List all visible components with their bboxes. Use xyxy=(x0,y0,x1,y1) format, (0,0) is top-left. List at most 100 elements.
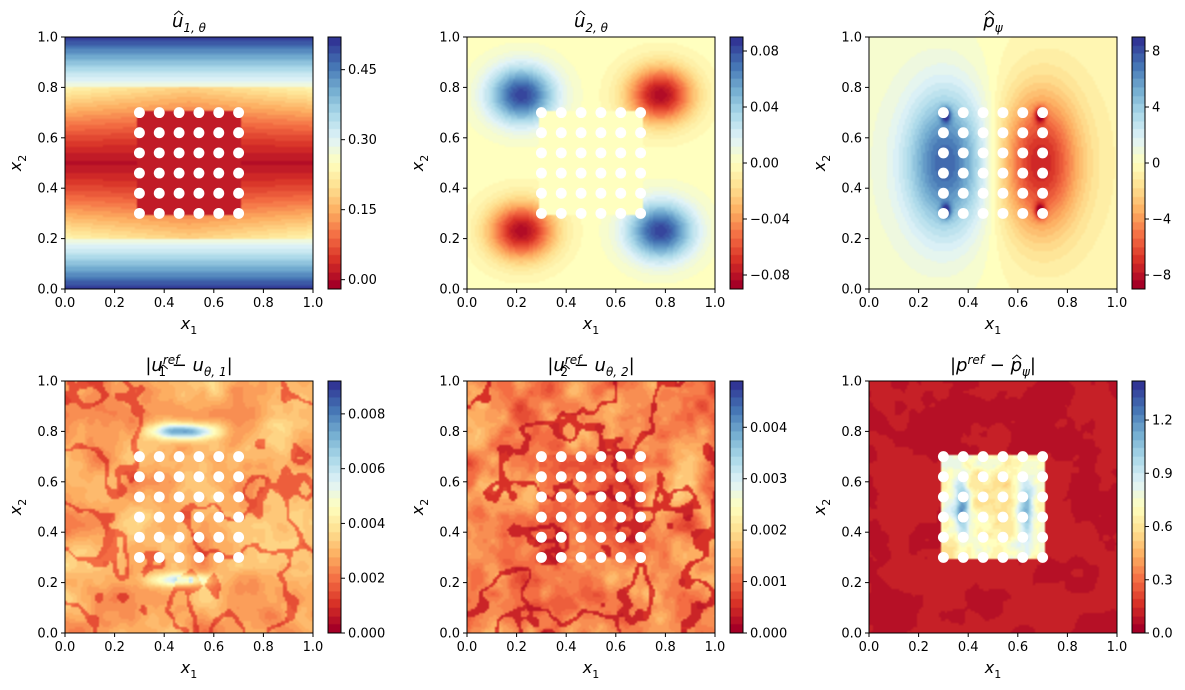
obstacle-hole xyxy=(535,531,547,543)
hat-accent xyxy=(575,10,586,16)
obstacle-hole xyxy=(233,107,245,119)
obstacle-hole xyxy=(173,551,185,563)
obstacle-hole xyxy=(133,147,145,159)
obstacle-hole xyxy=(233,551,245,563)
colorbar xyxy=(730,381,743,633)
obstacle-hole xyxy=(153,147,165,159)
obstacle-hole xyxy=(173,451,185,463)
obstacle-hole xyxy=(1017,127,1029,139)
obstacle-hole xyxy=(595,511,607,523)
y-tick-label: 0.6 xyxy=(841,131,862,146)
obstacle-hole xyxy=(555,107,567,119)
x-tick-label: 0.2 xyxy=(908,296,929,311)
y-tick-label: 0.6 xyxy=(439,131,460,146)
obstacle-hole xyxy=(233,511,245,523)
obstacle-hole xyxy=(997,511,1009,523)
obstacle-hole xyxy=(133,167,145,179)
obstacle-hole xyxy=(615,167,627,179)
y-tick-label: 0.0 xyxy=(37,283,58,298)
plot-frame xyxy=(466,380,716,634)
x-axis-label: x1 xyxy=(180,658,197,681)
obstacle-hole xyxy=(213,207,225,219)
obstacle-hole xyxy=(133,207,145,219)
colorbar-tick-label: 0.0 xyxy=(1152,627,1173,642)
y-tick-label: 0.8 xyxy=(841,81,862,96)
obstacle-hole xyxy=(977,167,989,179)
obstacle-hole xyxy=(937,167,949,179)
obstacle-hole xyxy=(635,167,647,179)
x-axis-label: x1 xyxy=(180,314,197,337)
obstacle-hole xyxy=(615,147,627,159)
x-axis-label: x1 xyxy=(582,658,599,681)
x-tick-label: 0.0 xyxy=(859,296,880,311)
obstacle-hole xyxy=(535,167,547,179)
chart-panel-u2: 0.0 0.2 0.4 0.6 0.8 1.0 0.0 0.2 0.4 0.6 0.8 1.0 x1 x2… xyxy=(408,10,790,337)
obstacle-hole xyxy=(233,127,245,139)
obstacle-hole xyxy=(575,551,587,563)
obstacle-hole xyxy=(1017,107,1029,119)
obstacle-hole xyxy=(193,491,205,503)
obstacle-hole xyxy=(997,167,1009,179)
obstacle-hole xyxy=(535,147,547,159)
x-tick-label: 0.2 xyxy=(908,640,929,655)
y-axis-label: x2 xyxy=(810,499,833,516)
obstacle-hole xyxy=(635,127,647,139)
y-tick-label: 0.0 xyxy=(37,627,58,642)
obstacle-hole xyxy=(535,491,547,503)
panel-title: u2, θ xyxy=(574,11,609,35)
y-tick-label: 0.4 xyxy=(841,526,862,541)
obstacle-hole xyxy=(937,511,949,523)
x-tick-label: 1.0 xyxy=(303,296,324,311)
obstacle-hole xyxy=(153,551,165,563)
obstacle-hole xyxy=(535,511,547,523)
obstacle-hole xyxy=(535,207,547,219)
obstacle-hole xyxy=(575,451,587,463)
y-tick-label: 1.0 xyxy=(439,375,460,390)
y-tick-label: 1.0 xyxy=(841,375,862,390)
obstacle-hole xyxy=(615,491,627,503)
obstacle-hole xyxy=(1017,167,1029,179)
obstacle-hole xyxy=(133,551,145,563)
x-tick-label: 0.2 xyxy=(506,296,527,311)
x-tick-label: 0.6 xyxy=(203,296,224,311)
obstacle-hole xyxy=(977,531,989,543)
x-tick-label: 0.4 xyxy=(154,640,175,655)
obstacle-hole xyxy=(997,551,1009,563)
x-tick-label: 0.6 xyxy=(1007,296,1028,311)
obstacle-hole xyxy=(173,107,185,119)
x-axis-label: x1 xyxy=(582,314,599,337)
x-tick-label: 1.0 xyxy=(1107,296,1128,311)
plot-frame xyxy=(868,380,1118,634)
obstacle-hole xyxy=(193,167,205,179)
obstacle-hole xyxy=(575,167,587,179)
obstacle-holes xyxy=(133,107,245,219)
obstacle-hole xyxy=(1037,491,1049,503)
y-axis-label: x2 xyxy=(6,155,29,172)
obstacle-hole xyxy=(615,451,627,463)
obstacle-hole xyxy=(1037,531,1049,543)
obstacle-hole xyxy=(977,107,989,119)
obstacle-hole xyxy=(133,187,145,199)
obstacle-hole xyxy=(193,531,205,543)
y-tick-label: 1.0 xyxy=(37,31,58,46)
hat-accent xyxy=(173,10,184,16)
colorbar-tick-label: −0.04 xyxy=(750,213,790,228)
obstacle-hole xyxy=(937,187,949,199)
obstacle-hole xyxy=(957,127,969,139)
colorbar-tick-label: 4 xyxy=(1152,101,1160,116)
panel-title: |uref 1 − uθ, 1| xyxy=(145,353,232,379)
y-tick-label: 0.8 xyxy=(37,425,58,440)
obstacle-hole xyxy=(615,187,627,199)
obstacle-hole xyxy=(555,127,567,139)
obstacle-hole xyxy=(635,511,647,523)
obstacle-hole xyxy=(575,187,587,199)
obstacle-hole xyxy=(957,207,969,219)
colorbar-tick-label: 0.04 xyxy=(750,101,779,116)
colorbar-tick-label: 0.008 xyxy=(348,407,385,422)
obstacle-holes xyxy=(535,107,647,219)
obstacle-hole xyxy=(193,207,205,219)
obstacle-hole xyxy=(555,451,567,463)
obstacle-hole xyxy=(213,107,225,119)
x-tick-label: 1.0 xyxy=(705,640,726,655)
x-tick-label: 0.6 xyxy=(605,296,626,311)
